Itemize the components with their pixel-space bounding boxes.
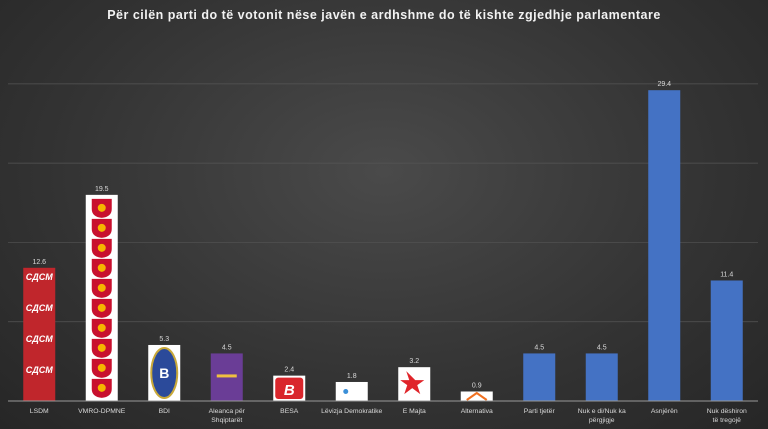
bdi-letter: B xyxy=(159,365,169,381)
data-label: 4.5 xyxy=(597,344,607,351)
category-label: Lëvizja Demokratike xyxy=(321,408,382,415)
category-label: E Majta xyxy=(403,408,426,415)
bar-plain xyxy=(585,353,618,401)
bar-ld-logo xyxy=(335,381,368,401)
chart-title: Për cilën parti do të votonit nëse javën… xyxy=(107,8,661,22)
bar-plain xyxy=(710,280,743,401)
data-label: 5.3 xyxy=(159,336,169,343)
lion-icon xyxy=(97,223,106,232)
bar-alternativa-logo xyxy=(460,391,493,401)
sdsm-logo-text: СДСМ xyxy=(26,303,53,313)
category-label: BESA xyxy=(280,408,299,415)
category-label: Aleanca për xyxy=(209,408,246,415)
category-label: Parti tjetër xyxy=(524,408,556,415)
besa-logo-icon xyxy=(275,377,304,399)
bar-plain xyxy=(648,90,681,401)
data-label: 19.5 xyxy=(95,186,109,193)
category-label: Nuk dëshiron xyxy=(707,408,747,415)
category-label: BDI xyxy=(159,408,170,415)
data-label: 12.6 xyxy=(32,259,46,266)
category-label: Alternativa xyxy=(461,408,493,415)
bar-sdsm-logo xyxy=(23,267,56,401)
data-label: 1.8 xyxy=(347,373,357,380)
lion-icon xyxy=(97,363,106,372)
bar-plain xyxy=(523,353,556,401)
lion-icon xyxy=(97,383,106,392)
category-label: Asnjërën xyxy=(651,408,678,415)
category-label: VMRO-DPMNE xyxy=(78,408,126,415)
category-label: Shqiptarët xyxy=(211,417,242,424)
sdsm-logo-text: СДСМ xyxy=(26,334,53,344)
aleanca-mark-icon xyxy=(216,374,237,378)
lion-icon xyxy=(97,343,106,352)
alternativa-logo-icon xyxy=(466,391,488,401)
bdi-emblem-icon xyxy=(150,346,179,400)
lion-icon xyxy=(97,263,106,272)
category-label: përgjigje xyxy=(589,417,615,424)
data-label: 29.4 xyxy=(657,81,671,88)
lion-icon xyxy=(97,323,106,332)
category-label: LSDM xyxy=(30,408,49,415)
data-label: 11.4 xyxy=(720,271,733,278)
lion-icon xyxy=(97,303,106,312)
besa-letter: B xyxy=(284,382,295,399)
sdsm-logo-text: СДСМ xyxy=(26,272,53,282)
data-label: 3.2 xyxy=(409,358,419,365)
data-label: 4.5 xyxy=(534,344,544,351)
star-icon xyxy=(400,371,425,395)
lion-icon xyxy=(97,203,106,212)
lion-icon xyxy=(97,283,106,292)
category-label: Nuk e di/Nuk ka xyxy=(578,408,626,415)
category-label: të tregojë xyxy=(713,417,742,424)
sdsm-logo-text: СДСМ xyxy=(26,365,53,375)
data-label: 2.4 xyxy=(284,367,294,374)
ld-logo-icon xyxy=(343,388,349,394)
lion-icon xyxy=(97,243,106,252)
data-label: 4.5 xyxy=(222,344,232,351)
data-label: 0.9 xyxy=(472,382,482,389)
